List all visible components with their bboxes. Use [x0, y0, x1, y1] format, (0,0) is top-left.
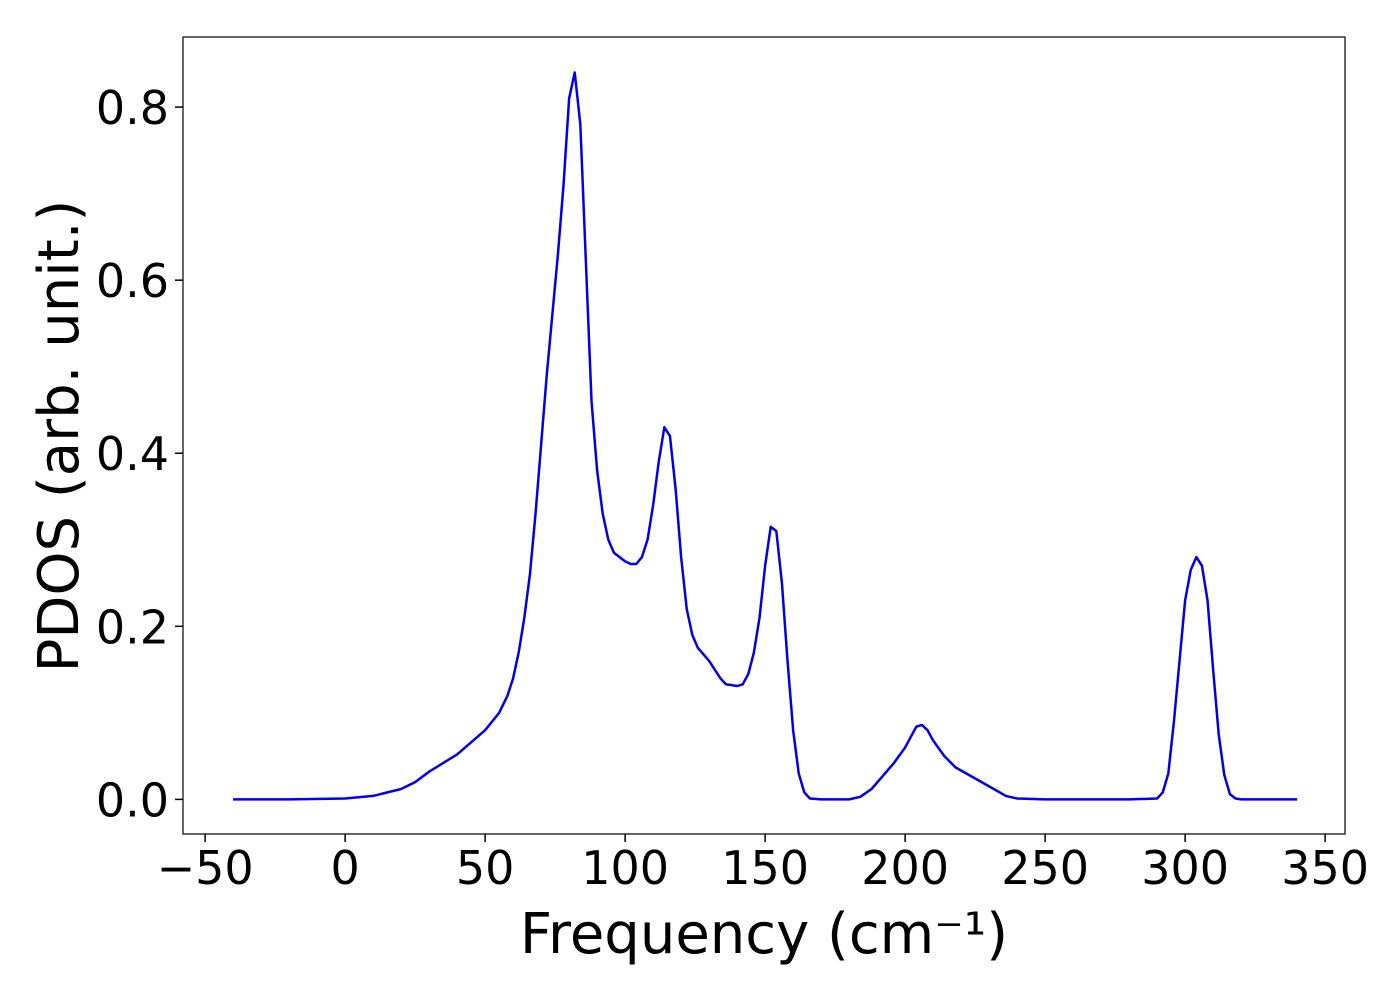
- x-axis-label: Frequency (cm⁻¹): [520, 902, 1008, 967]
- y-tick-label: 0.4: [96, 427, 169, 481]
- x-tick-label: 300: [1141, 841, 1229, 895]
- x-tick-label: 150: [721, 841, 809, 895]
- y-tick-label: 0.6: [96, 254, 169, 308]
- x-tick-label: 50: [456, 841, 515, 895]
- x-tick-label: 0: [330, 841, 359, 895]
- x-tick-label: 350: [1281, 841, 1369, 895]
- y-tick-label: 0.2: [96, 600, 169, 654]
- x-tick-label: 100: [581, 841, 669, 895]
- line: [233, 71, 1298, 801]
- y-axis-label: PDOS (arb. unit.): [27, 200, 92, 673]
- x-tick-label: −50: [157, 841, 254, 895]
- y-tick-label: 0.8: [96, 81, 169, 135]
- y-tick-label: 0.0: [96, 773, 169, 827]
- x-tick-label: 200: [861, 841, 949, 895]
- x-tick-label: 250: [1001, 841, 1089, 895]
- plot-frame: [182, 36, 1346, 835]
